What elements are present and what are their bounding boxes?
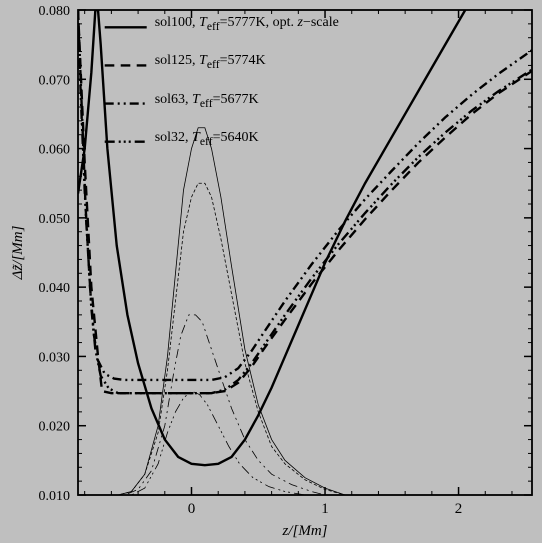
svg-text:1: 1 xyxy=(321,501,329,517)
line-chart: 0 1 2 0.010 0.020 0.030 0.040 0.050 0.060 0.070 0.… xyxy=(0,0,542,543)
svg-text:0.060: 0.060 xyxy=(39,143,71,158)
svg-text:0: 0 xyxy=(188,501,196,517)
svg-text:0.040: 0.040 xyxy=(39,281,71,296)
svg-text:Δz̃/[Mm]: Δz̃/[Mm] xyxy=(10,225,26,280)
svg-text:0.080: 0.080 xyxy=(39,4,71,19)
svg-text:z/[Mm]: z/[Mm] xyxy=(281,523,327,539)
svg-text:0.010: 0.010 xyxy=(39,489,71,504)
chart-container: 0 1 2 0.010 0.020 0.030 0.040 0.050 0.060 0.070 0.… xyxy=(0,0,542,543)
svg-text:2: 2 xyxy=(455,501,463,517)
svg-text:0.050: 0.050 xyxy=(39,212,71,227)
svg-text:0.020: 0.020 xyxy=(39,420,71,435)
svg-text:0.070: 0.070 xyxy=(39,73,71,88)
svg-text:0.030: 0.030 xyxy=(39,350,71,365)
